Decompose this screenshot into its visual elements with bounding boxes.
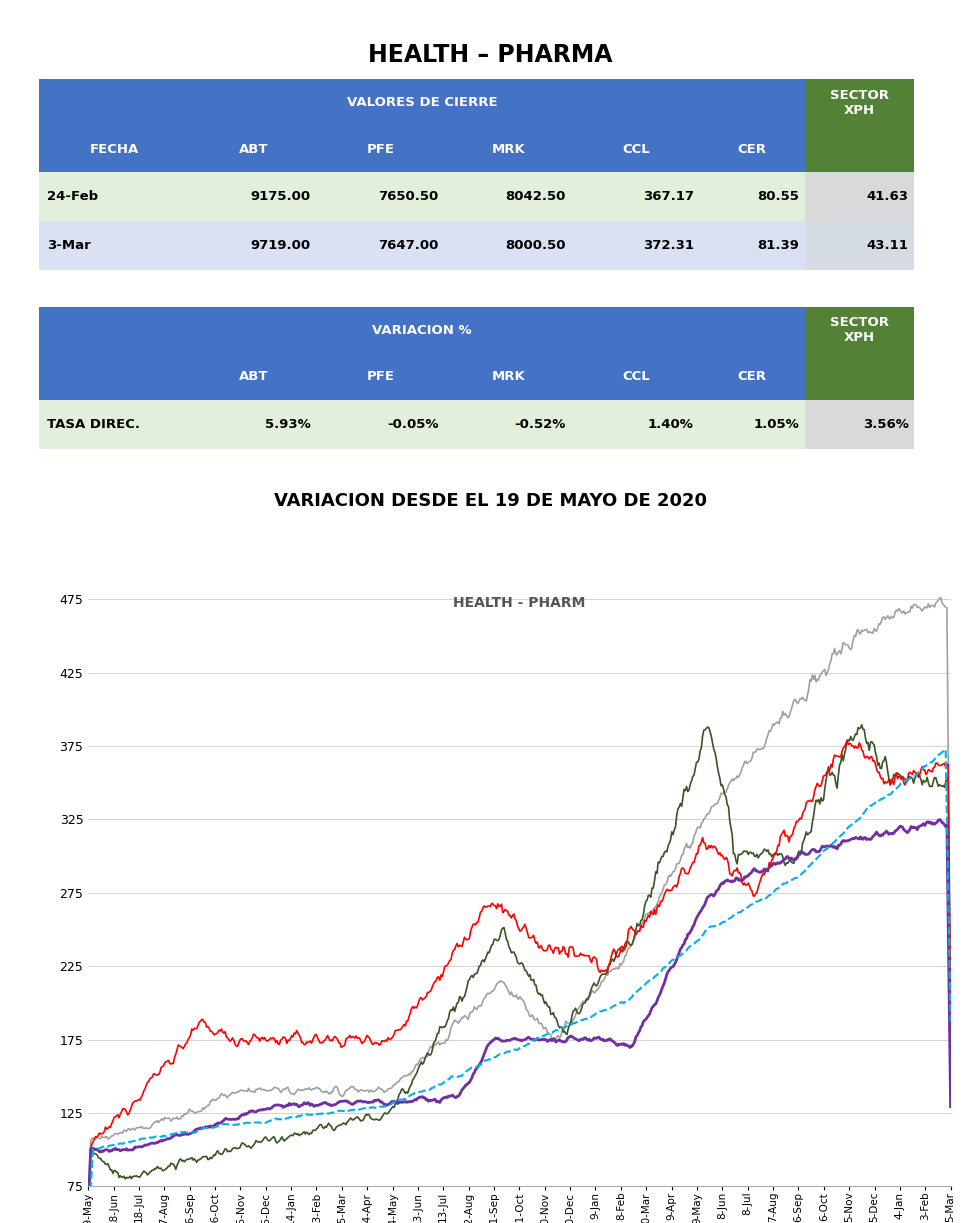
Text: 1.05%: 1.05% — [754, 418, 800, 430]
CER — [355, 1102, 367, 1117]
Line: PFE: PFE — [88, 725, 951, 1223]
Text: CER: CER — [738, 371, 767, 383]
MRK — [754, 742, 765, 757]
CCL — [934, 812, 946, 827]
CCL — [649, 997, 661, 1011]
Text: PFE: PFE — [367, 371, 395, 383]
ABT — [754, 877, 765, 892]
Text: 9719.00: 9719.00 — [251, 240, 311, 252]
PFE — [856, 718, 867, 733]
Text: 367.17: 367.17 — [643, 191, 694, 203]
Text: 24-Feb: 24-Feb — [47, 191, 98, 203]
Text: 8042.50: 8042.50 — [506, 191, 566, 203]
ABT — [945, 1019, 956, 1033]
Text: 9175.00: 9175.00 — [251, 191, 311, 203]
MRK — [293, 1082, 305, 1097]
CER — [649, 970, 661, 985]
Text: 3.56%: 3.56% — [862, 418, 908, 430]
Text: HEALTH - PHARM: HEALTH - PHARM — [453, 596, 586, 609]
CCL — [82, 1201, 94, 1216]
CCL — [945, 1099, 956, 1114]
CCL — [325, 1098, 337, 1113]
CCL — [859, 830, 871, 845]
CCL — [355, 1093, 367, 1108]
Line: CCL: CCL — [88, 819, 951, 1208]
Text: CCL: CCL — [622, 143, 650, 155]
Text: HEALTH – PHARMA: HEALTH – PHARMA — [368, 43, 612, 67]
CER — [940, 742, 952, 757]
Text: 8000.50: 8000.50 — [506, 240, 566, 252]
MRK — [82, 1195, 94, 1210]
PFE — [355, 1114, 367, 1129]
Text: FECHA: FECHA — [90, 143, 139, 155]
ABT — [293, 1027, 305, 1042]
ABT — [841, 733, 853, 747]
Text: MRK: MRK — [492, 143, 525, 155]
PFE — [293, 1129, 305, 1144]
PFE — [82, 1217, 94, 1223]
MRK — [355, 1082, 367, 1097]
Text: TASA DIREC.: TASA DIREC. — [47, 418, 140, 430]
CER — [754, 894, 765, 909]
MRK — [859, 623, 871, 637]
CER — [82, 1216, 94, 1223]
PFE — [754, 849, 765, 863]
PFE — [649, 873, 661, 888]
PFE — [860, 736, 872, 751]
Text: 3-Mar: 3-Mar — [47, 240, 90, 252]
MRK — [325, 1085, 337, 1099]
Text: 1.40%: 1.40% — [648, 418, 694, 430]
CER — [945, 1014, 956, 1029]
Text: CCL: CCL — [622, 371, 650, 383]
CER — [325, 1106, 337, 1120]
ABT — [860, 748, 872, 763]
MRK — [649, 900, 661, 915]
Text: MRK: MRK — [492, 371, 525, 383]
ABT — [649, 903, 661, 917]
ABT — [355, 1033, 367, 1048]
PFE — [945, 1033, 956, 1048]
Line: CER: CER — [88, 750, 951, 1223]
Line: ABT: ABT — [88, 740, 951, 1222]
Text: 7650.50: 7650.50 — [378, 191, 438, 203]
Text: VARIACION DESDE EL 19 DE MAYO DE 2020: VARIACION DESDE EL 19 DE MAYO DE 2020 — [273, 492, 707, 510]
CER — [859, 804, 871, 818]
Text: PFE: PFE — [367, 143, 395, 155]
Text: CER: CER — [738, 143, 767, 155]
Text: 372.31: 372.31 — [643, 240, 694, 252]
ABT — [82, 1214, 94, 1223]
Text: SECTOR
XPH: SECTOR XPH — [830, 317, 889, 344]
MRK — [935, 591, 947, 605]
Text: SECTOR
XPH: SECTOR XPH — [830, 89, 889, 116]
Text: VARIACION %: VARIACION % — [372, 324, 471, 336]
Line: MRK: MRK — [88, 598, 951, 1202]
Text: 41.63: 41.63 — [866, 191, 908, 203]
Text: 43.11: 43.11 — [866, 240, 908, 252]
Text: 5.93%: 5.93% — [265, 418, 311, 430]
ABT — [325, 1032, 337, 1047]
Text: 81.39: 81.39 — [758, 240, 800, 252]
CER — [293, 1108, 305, 1123]
MRK — [945, 1011, 956, 1026]
Text: -0.05%: -0.05% — [387, 418, 438, 430]
Text: VALORES DE CIERRE: VALORES DE CIERRE — [347, 97, 497, 109]
Text: -0.52%: -0.52% — [514, 418, 566, 430]
Text: 7647.00: 7647.00 — [378, 240, 438, 252]
Text: 80.55: 80.55 — [758, 191, 800, 203]
CCL — [754, 865, 765, 879]
PFE — [325, 1119, 337, 1134]
CCL — [293, 1099, 305, 1114]
Text: ABT: ABT — [238, 371, 269, 383]
Text: ABT: ABT — [238, 143, 269, 155]
